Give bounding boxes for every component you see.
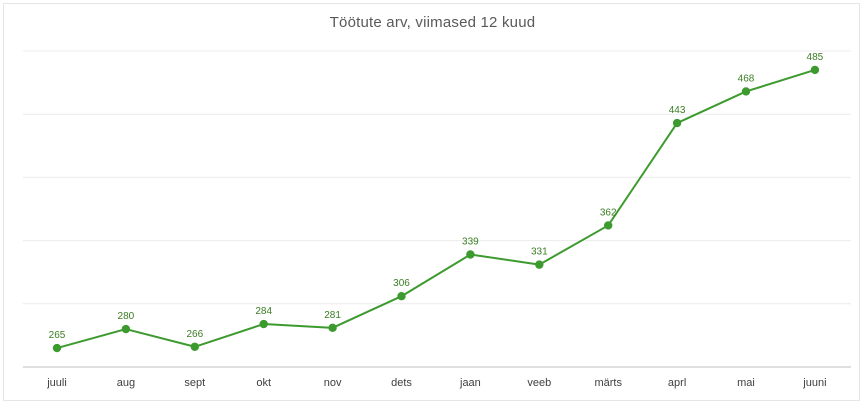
- x-tick-label: märts: [594, 377, 622, 389]
- data-point: [535, 260, 544, 269]
- data-point: [52, 343, 62, 353]
- chart-title: Töötute arv, viimased 12 kuud: [329, 14, 536, 31]
- x-tick-label: aug: [117, 377, 135, 389]
- x-tick-label: dets: [391, 377, 412, 389]
- data-label: 339: [462, 237, 479, 248]
- data-point: [810, 65, 820, 75]
- x-tick-label: nov: [324, 377, 342, 389]
- data-point: [741, 87, 751, 96]
- data-label: 281: [324, 310, 341, 321]
- data-point: [672, 118, 682, 128]
- data-label: 306: [393, 278, 410, 289]
- x-tick-label: mai: [737, 377, 755, 389]
- x-tick-label: sept: [184, 377, 205, 389]
- x-tick-label: okt: [256, 377, 271, 389]
- data-point: [190, 342, 199, 351]
- data-point: [328, 323, 337, 333]
- data-label: 443: [669, 105, 686, 116]
- x-tick-label: jaan: [459, 377, 481, 389]
- x-tick-label: veeb: [527, 377, 551, 389]
- data-label: 284: [255, 306, 272, 317]
- data-point: [121, 324, 131, 334]
- x-tick-label: juuli: [46, 377, 67, 389]
- data-label: 331: [531, 247, 548, 258]
- x-tick-label: aprl: [668, 377, 686, 389]
- data-label: 468: [738, 73, 755, 84]
- x-tick-label: juuni: [802, 377, 826, 389]
- data-label: 280: [118, 311, 135, 322]
- data-label: 265: [49, 330, 66, 341]
- data-point: [397, 292, 406, 301]
- data-point: [604, 221, 613, 230]
- series-line: [56, 69, 816, 350]
- data-label: 485: [807, 52, 824, 63]
- data-label: 362: [600, 207, 617, 218]
- data-label: 266: [186, 329, 203, 340]
- data-point: [259, 319, 268, 329]
- data-point: [466, 250, 475, 259]
